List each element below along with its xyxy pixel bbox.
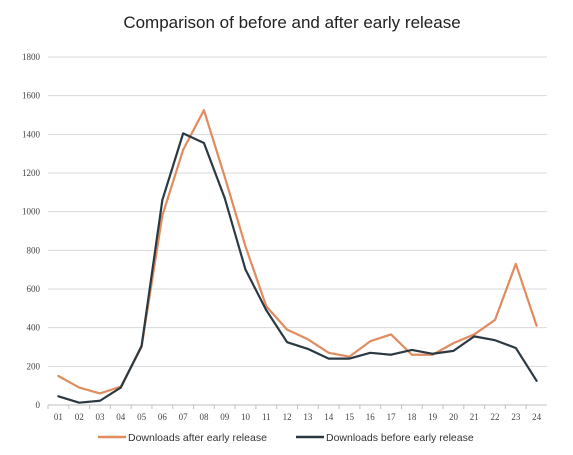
x-tick-label: 23 <box>511 412 521 422</box>
gridlines <box>48 56 547 406</box>
x-tick-label: 05 <box>137 412 147 422</box>
x-tick-label: 11 <box>262 412 271 422</box>
x-tick-label: 12 <box>283 412 292 422</box>
x-tick-label: 03 <box>95 412 105 422</box>
y-tick-label: 1800 <box>22 52 41 62</box>
y-tick-label: 400 <box>27 323 41 333</box>
x-tick-label: 02 <box>75 412 84 422</box>
legend-label: Downloads before early release <box>326 432 474 444</box>
legend: Downloads after early release Downloads b… <box>98 432 474 444</box>
y-tick-label: 1600 <box>22 91 41 101</box>
x-tick-label: 10 <box>241 412 251 422</box>
x-tick-label: 13 <box>303 412 313 422</box>
y-tick-label: 0 <box>36 400 41 410</box>
y-tick-label: 200 <box>27 361 41 371</box>
x-tick-label: 04 <box>116 412 126 422</box>
y-tick-label: 1400 <box>22 129 41 139</box>
x-tick-label: 22 <box>491 412 500 422</box>
x-axis-ticks: 01 02 03 04 05 06 07 08 09 10 11 12 13 14 15 16 17 18 19 20… <box>47 405 542 422</box>
y-tick-label: 600 <box>27 284 41 294</box>
x-tick-label: 18 <box>407 412 417 422</box>
x-tick-label: 01 <box>54 412 63 422</box>
y-tick-label: 800 <box>27 245 41 255</box>
x-tick-label: 17 <box>387 412 397 422</box>
x-tick-label: 16 <box>366 412 376 422</box>
chart-title: Comparison of before and after early rel… <box>123 13 460 32</box>
series-line-2 <box>57 132 538 404</box>
x-tick-label: 09 <box>220 412 230 422</box>
y-axis-ticks: 0 200 400 600 800 1000 1200 1400 1600 1800 <box>22 52 41 410</box>
x-tick-label: 15 <box>345 412 355 422</box>
series-line-1 <box>57 109 538 395</box>
y-tick-label: 1000 <box>22 207 41 217</box>
legend-label: Downloads after early release <box>128 432 267 444</box>
series-lines <box>57 109 538 404</box>
x-tick-label: 21 <box>470 412 479 422</box>
x-tick-label: 07 <box>179 412 189 422</box>
x-tick-label: 08 <box>199 412 209 422</box>
x-tick-label: 19 <box>428 412 438 422</box>
y-tick-label: 1200 <box>22 168 41 178</box>
x-tick-label: 06 <box>158 412 168 422</box>
x-tick-label: 20 <box>449 412 459 422</box>
x-tick-label: 14 <box>324 412 334 422</box>
x-tick-label: 24 <box>532 412 542 422</box>
